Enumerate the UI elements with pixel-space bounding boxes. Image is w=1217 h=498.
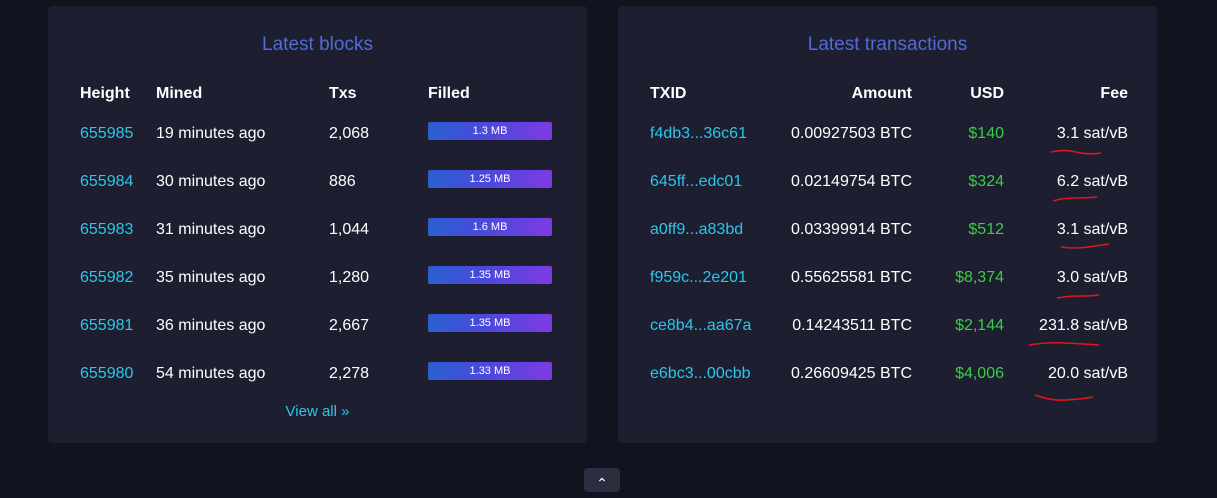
tx-usd: $324 [968, 173, 1004, 190]
tx-usd: $140 [968, 125, 1004, 142]
tx-fee: 231.8 sat/vB [1039, 317, 1128, 334]
column-header-mined: Mined [156, 85, 203, 102]
transaction-row: e6bc3...00cbb 0.26609425 BTC $4,006 20.0… [650, 350, 1128, 401]
tx-amount: 0.26609425 BTC [791, 365, 912, 382]
tx-amount: 0.00927503 BTC [791, 125, 912, 142]
txid-link[interactable]: e6bc3...00cbb [650, 365, 751, 382]
latest-blocks-panel: Latest blocks Height Mined Txs Filled 65… [48, 6, 587, 443]
tx-fee-cell: 6.2 sat/vB [1004, 158, 1128, 206]
txid-link[interactable]: ce8b4...aa67a [650, 317, 752, 334]
latest-transactions-panel: Latest transactions TXID Amount USD Fee … [618, 6, 1157, 443]
block-row: 655984 30 minutes ago 886 1.25 MB [80, 158, 562, 206]
view-all-blocks-link[interactable]: View all » [285, 403, 350, 420]
block-mined: 31 minutes ago [156, 221, 266, 238]
block-mined: 36 minutes ago [156, 317, 266, 334]
red-underline-annotation [1052, 196, 1098, 202]
red-underline-annotation [1028, 341, 1100, 346]
block-row: 655980 54 minutes ago 2,278 1.33 MB [80, 350, 562, 398]
column-header-usd: USD [970, 85, 1004, 102]
block-row: 655983 31 minutes ago 1,044 1.6 MB [80, 206, 562, 254]
block-txs: 886 [329, 173, 356, 190]
block-filled-bar: 1.25 MB [428, 170, 552, 188]
block-height-link[interactable]: 655983 [80, 221, 134, 238]
block-filled-bar: 1.3 MB [428, 122, 552, 140]
column-header-fee: Fee [1100, 85, 1128, 102]
red-underline-annotation [1034, 394, 1094, 401]
blocks-table: Height Mined Txs Filled 655985 19 minute… [80, 78, 562, 398]
tx-amount: 0.03399914 BTC [791, 221, 912, 238]
tx-fee: 3.1 sat/vB [1056, 125, 1128, 142]
transaction-row: 645ff...edc01 0.02149754 BTC $324 6.2 sa… [650, 158, 1128, 206]
red-underline-annotation [1056, 294, 1100, 299]
block-height-link[interactable]: 655982 [80, 269, 134, 286]
latest-blocks-title: Latest blocks [262, 34, 373, 55]
block-row: 655985 19 minutes ago 2,068 1.3 MB [80, 110, 562, 158]
block-filled-bar: 1.33 MB [428, 362, 552, 380]
latest-transactions-title: Latest transactions [807, 34, 968, 55]
txid-link[interactable]: a0ff9...a83bd [650, 221, 744, 238]
transactions-table: TXID Amount USD Fee f4db3...36c61 0.0092… [650, 78, 1128, 401]
red-underline-annotation [1060, 243, 1110, 249]
block-filled-bar: 1.6 MB [428, 218, 552, 236]
block-height-link[interactable]: 655984 [80, 173, 134, 190]
block-txs: 2,068 [329, 125, 370, 142]
block-row: 655981 36 minutes ago 2,667 1.35 MB [80, 302, 562, 350]
txid-link[interactable]: 645ff...edc01 [650, 173, 743, 190]
transaction-row: f4db3...36c61 0.00927503 BTC $140 3.1 sa… [650, 110, 1128, 158]
tx-fee: 3.1 sat/vB [1056, 221, 1128, 238]
block-txs: 2,667 [329, 317, 370, 334]
block-filled-bar: 1.35 MB [428, 314, 552, 332]
tx-fee: 3.0 sat/vB [1056, 269, 1128, 286]
txid-link[interactable]: f4db3...36c61 [650, 125, 747, 142]
block-mined: 54 minutes ago [156, 365, 266, 382]
tx-usd: $4,006 [955, 365, 1004, 382]
block-height-link[interactable]: 655980 [80, 365, 134, 382]
tx-amount: 0.02149754 BTC [791, 173, 912, 190]
tx-fee: 20.0 sat/vB [1047, 365, 1128, 382]
block-mined: 30 minutes ago [156, 173, 266, 190]
block-txs: 1,044 [329, 221, 370, 238]
tx-usd: $2,144 [955, 317, 1004, 334]
block-row: 655982 35 minutes ago 1,280 1.35 MB [80, 254, 562, 302]
tx-fee-cell: 231.8 sat/vB [1004, 302, 1128, 350]
blocks-header-row: Height Mined Txs Filled [80, 78, 562, 110]
tx-fee-cell: 3.1 sat/vB [1004, 206, 1128, 254]
tx-fee-cell: 20.0 sat/vB [1004, 350, 1128, 401]
transaction-row: a0ff9...a83bd 0.03399914 BTC $512 3.1 sa… [650, 206, 1128, 254]
column-header-height: Height [80, 85, 130, 102]
tx-fee-cell: 3.1 sat/vB [1004, 110, 1128, 158]
tx-amount: 0.14243511 BTC [792, 317, 912, 334]
transactions-header-row: TXID Amount USD Fee [650, 78, 1128, 110]
column-header-txid: TXID [650, 85, 687, 102]
block-mined: 19 minutes ago [156, 125, 266, 142]
tx-amount: 0.55625581 BTC [791, 269, 912, 286]
tx-usd: $512 [968, 221, 1004, 238]
block-txs: 1,280 [329, 269, 370, 286]
tx-fee: 6.2 sat/vB [1056, 173, 1128, 190]
tx-fee-cell: 3.0 sat/vB [1004, 254, 1128, 302]
block-filled-bar: 1.35 MB [428, 266, 552, 284]
tx-usd: $8,374 [955, 269, 1004, 286]
block-txs: 2,278 [329, 365, 370, 382]
red-underline-annotation [1050, 149, 1102, 155]
block-mined: 35 minutes ago [156, 269, 266, 286]
chevron-up-icon: ⌃ [596, 475, 608, 491]
column-header-txs: Txs [329, 85, 357, 102]
block-height-link[interactable]: 655985 [80, 125, 134, 142]
column-header-amount: Amount [851, 85, 912, 102]
txid-link[interactable]: f959c...2e201 [650, 269, 747, 286]
block-height-link[interactable]: 655981 [80, 317, 134, 334]
scroll-to-top-button[interactable]: ⌃ [584, 468, 620, 492]
transaction-row: ce8b4...aa67a 0.14243511 BTC $2,144 231.… [650, 302, 1128, 350]
transaction-row: f959c...2e201 0.55625581 BTC $8,374 3.0 … [650, 254, 1128, 302]
column-header-filled: Filled [428, 85, 470, 102]
